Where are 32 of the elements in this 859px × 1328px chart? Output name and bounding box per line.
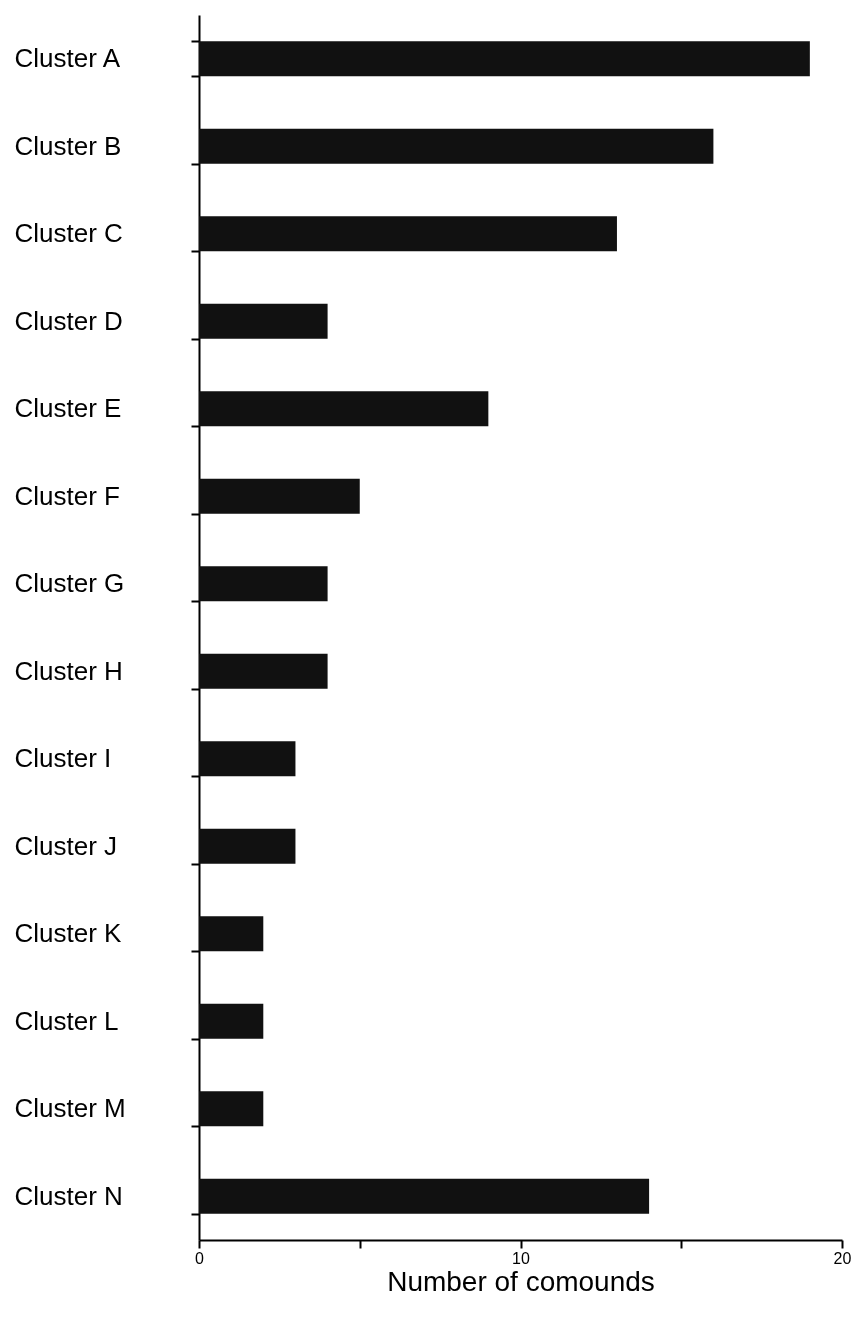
bar bbox=[199, 653, 328, 689]
bar bbox=[199, 216, 617, 252]
bar bbox=[199, 128, 714, 164]
y-tick-label: Cluster L bbox=[14, 1005, 119, 1036]
x-axis-title: Number of comounds bbox=[387, 1265, 655, 1297]
bar bbox=[199, 1003, 264, 1039]
y-tick-label: Cluster C bbox=[14, 218, 123, 249]
y-tick-label: Cluster I bbox=[14, 743, 112, 774]
x-tick-label: 10 bbox=[512, 1249, 530, 1267]
y-tick-label: Cluster B bbox=[14, 130, 122, 161]
bar bbox=[199, 741, 296, 777]
bar bbox=[199, 828, 296, 864]
y-tick-label: Cluster A bbox=[14, 43, 121, 74]
bar bbox=[199, 566, 328, 602]
y-tick-label: Cluster N bbox=[14, 1180, 123, 1211]
bar bbox=[199, 41, 810, 77]
bar bbox=[199, 1091, 264, 1127]
y-tick-label: Cluster M bbox=[14, 1093, 126, 1124]
y-tick-label: Cluster F bbox=[14, 480, 120, 511]
x-tick-label: 20 bbox=[833, 1249, 852, 1267]
bar bbox=[199, 391, 489, 427]
bar bbox=[199, 478, 360, 514]
bar bbox=[199, 303, 328, 339]
y-tick-label: Cluster D bbox=[14, 305, 123, 336]
y-tick-label: Cluster J bbox=[14, 830, 118, 861]
y-tick-label: Cluster G bbox=[14, 568, 125, 599]
y-tick-label: Cluster H bbox=[14, 655, 123, 686]
bar bbox=[199, 1178, 650, 1214]
x-tick-label: 0 bbox=[195, 1249, 205, 1267]
bar bbox=[199, 916, 264, 952]
y-tick-label: Cluster E bbox=[14, 393, 122, 424]
y-tick-label: Cluster K bbox=[14, 918, 123, 949]
